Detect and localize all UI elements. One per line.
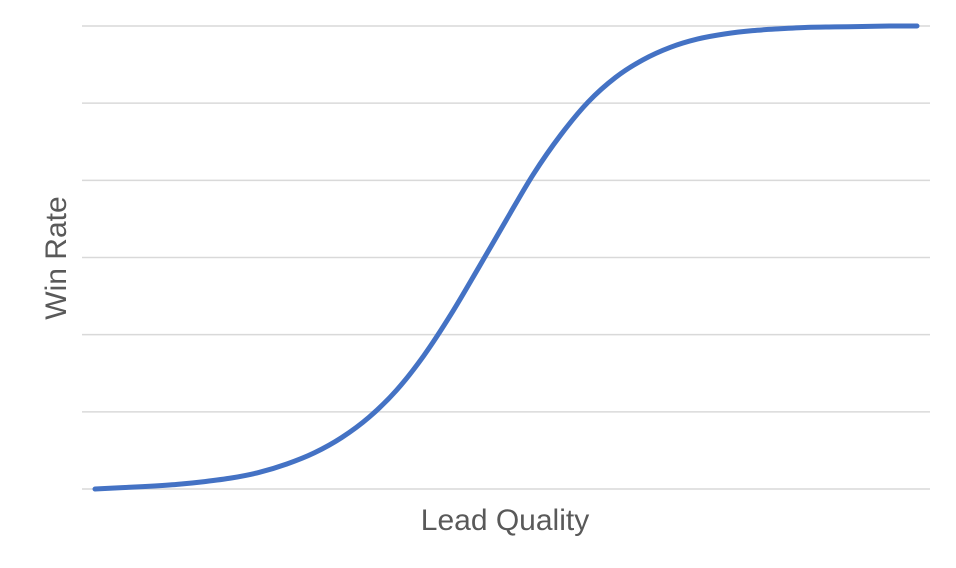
x-axis-label: Lead Quality (421, 504, 589, 537)
y-axis-label: Win Rate (40, 196, 73, 319)
series-line-0 (92, 23, 920, 492)
series-layer (92, 23, 920, 492)
gridlines (82, 25, 930, 490)
